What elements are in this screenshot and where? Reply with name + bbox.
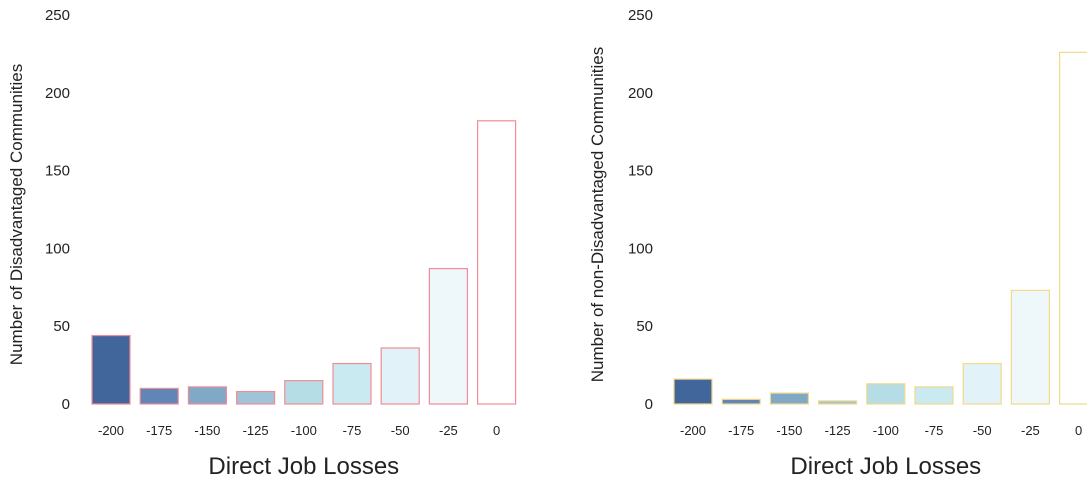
y-tick-label: 250	[628, 7, 653, 24]
x-tick-label: -100	[291, 423, 317, 438]
bar--200	[91, 334, 131, 405]
bar--175	[721, 398, 761, 405]
x-tick-label: -25	[1021, 423, 1040, 438]
bar-0	[1058, 51, 1087, 405]
bar--25	[428, 268, 468, 405]
bar-0	[477, 120, 517, 405]
x-axis-label: Direct Job Losses	[790, 453, 981, 480]
bar--75	[332, 362, 372, 405]
y-tick-label: 100	[45, 240, 70, 257]
bar--150	[769, 392, 810, 405]
chart-disadvantaged: 0 50 100 150 200 250 -200 -175 -150 -125 -100 -75 -5…	[7, 7, 517, 480]
x-tick-label: 0	[493, 423, 500, 438]
bar--100	[284, 380, 324, 405]
y-tick-label: 50	[53, 318, 70, 335]
x-tick-label: -175	[728, 423, 754, 438]
x-tick-label: -50	[391, 423, 410, 438]
x-tick-label: -175	[146, 423, 172, 438]
bar--125	[817, 400, 858, 405]
y-tick-label: 250	[45, 7, 70, 24]
bar--75	[914, 386, 954, 405]
y-axis-label: Number of Disadvantaged Communities	[7, 64, 26, 365]
x-tick-label: -75	[925, 423, 944, 438]
x-tick-label: -75	[343, 423, 362, 438]
bar--200	[673, 378, 713, 405]
y-tick-label: 200	[628, 85, 653, 102]
x-tick-label: -150	[194, 423, 220, 438]
y-tick-label: 0	[62, 396, 70, 413]
x-axis-label: Direct Job Losses	[208, 453, 399, 480]
y-axis-label: Number of non-Disadvantaged Communities	[588, 47, 607, 382]
x-tick-label: -125	[825, 423, 851, 438]
y-tick-label: 150	[45, 163, 70, 180]
y-tick-label: 150	[628, 163, 653, 180]
bar--125	[236, 390, 276, 405]
bar--50	[962, 362, 1002, 405]
x-tick-label: 0	[1075, 423, 1082, 438]
y-tick-label: 0	[645, 396, 653, 413]
x-tick-label: -200	[98, 423, 124, 438]
bar--25	[1010, 289, 1051, 405]
x-tick-label: -200	[680, 423, 706, 438]
chart-non-disadvantaged: 0 50 100 150 200 250 -200 -175 -150 -125 -100 -75 -5…	[588, 7, 1087, 480]
y-tick-label: 200	[45, 85, 70, 102]
bar--175	[139, 387, 179, 405]
bar--100	[866, 383, 906, 405]
x-tick-label: -50	[973, 423, 992, 438]
bar--50	[380, 347, 420, 405]
y-tick-label: 100	[628, 240, 653, 257]
x-tick-label: -100	[873, 423, 899, 438]
x-tick-label: -125	[243, 423, 269, 438]
y-tick-label: 50	[636, 318, 653, 335]
bar--150	[187, 386, 227, 405]
x-tick-label: -25	[439, 423, 458, 438]
x-tick-label: -150	[776, 423, 802, 438]
